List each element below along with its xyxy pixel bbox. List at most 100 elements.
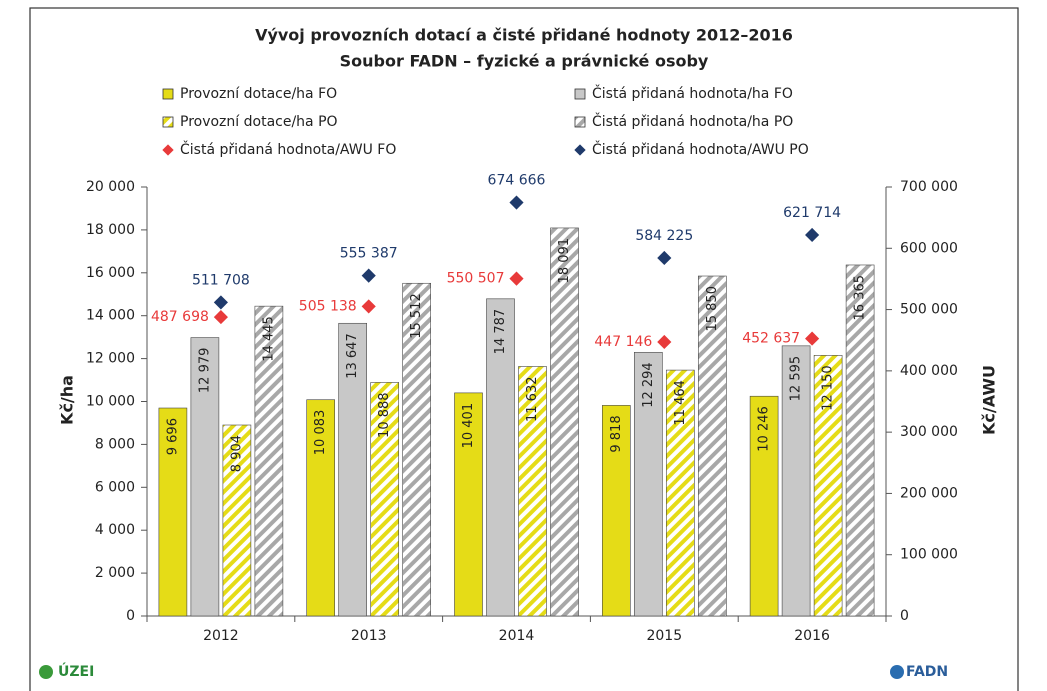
- data-label: 447 146: [594, 334, 652, 350]
- marker: [805, 227, 820, 243]
- data-label: 18 091: [557, 238, 572, 284]
- bar: [633, 351, 663, 617]
- data-label: 550 507: [447, 271, 505, 287]
- legend-label: Čistá přidaná hodnota/AWU PO: [592, 140, 809, 158]
- legend-marker: [162, 88, 174, 100]
- y-tick-label: 12 000: [86, 351, 135, 367]
- y2-tick-label: 600 000: [900, 240, 958, 256]
- marker: [509, 195, 524, 210]
- legend-label: Provozní dotace/ha PO: [180, 114, 338, 130]
- y-tick-label: 4 000: [95, 522, 135, 538]
- y-tick-label: 16 000: [86, 265, 135, 281]
- data-label: 12 150: [821, 365, 836, 411]
- bar: [845, 264, 875, 617]
- y2-tick-label: 100 000: [900, 547, 958, 563]
- y-tick-label: 14 000: [86, 308, 135, 324]
- data-label: 10 083: [313, 410, 328, 456]
- y2-tick-label: 0: [900, 608, 909, 624]
- data-label: 12 595: [789, 356, 804, 402]
- y2-tick-label: 300 000: [900, 424, 958, 440]
- data-label: 12 294: [641, 362, 656, 408]
- x-tick-label: 2015: [646, 628, 682, 644]
- marker: [361, 268, 376, 283]
- data-label: 8 904: [229, 435, 244, 472]
- data-label: 584 225: [635, 228, 693, 244]
- data-label: 452 637: [742, 331, 800, 347]
- bar: [254, 305, 284, 617]
- marker: [657, 250, 672, 266]
- data-label: 14 787: [493, 309, 508, 355]
- data-label: 13 647: [345, 333, 360, 379]
- legend-label: Provozní dotace/ha FO: [180, 86, 337, 102]
- x-tick-label: 2013: [351, 628, 387, 644]
- logo-icon: [39, 665, 53, 679]
- bar: [550, 227, 579, 617]
- y-tick-label: 6 000: [95, 479, 135, 495]
- bar: [402, 282, 432, 617]
- data-label: 9 818: [609, 415, 624, 452]
- marker: [213, 310, 228, 325]
- y-tick-label: 10 000: [86, 394, 135, 410]
- legend-marker: [162, 144, 174, 156]
- data-label: 10 401: [461, 403, 476, 449]
- marker: [657, 334, 672, 350]
- y2-tick-label: 500 000: [900, 302, 958, 318]
- legend-label: Čistá přidaná hodnota/AWU FO: [180, 140, 396, 158]
- y-tick-label: 0: [126, 608, 135, 624]
- legend-marker: [574, 88, 586, 100]
- legend-marker: [574, 116, 586, 128]
- data-label: 674 666: [488, 173, 546, 189]
- marker: [509, 271, 524, 286]
- legend-marker: [574, 144, 586, 156]
- legend-label: Čistá přidaná hodnota/ha PO: [592, 112, 793, 130]
- marker: [213, 295, 228, 310]
- data-label: 15 850: [705, 286, 720, 332]
- logo-left: ÚZEI: [58, 662, 94, 680]
- data-label: 10 246: [757, 406, 772, 452]
- data-label: 10 888: [377, 392, 392, 438]
- bar: [749, 395, 779, 617]
- y-tick-label: 20 000: [86, 179, 135, 195]
- bar: [454, 392, 483, 617]
- y-axis-label: Kč/ha: [58, 375, 77, 425]
- x-tick-label: 2014: [499, 628, 535, 644]
- data-label: 12 979: [197, 348, 212, 394]
- bar: [158, 407, 188, 617]
- x-tick-label: 2012: [203, 628, 239, 644]
- data-label: 14 445: [261, 316, 276, 362]
- data-label: 9 696: [165, 418, 180, 455]
- bar: [338, 322, 368, 617]
- y-tick-label: 18 000: [86, 222, 135, 238]
- data-label: 15 512: [409, 293, 424, 339]
- y2-tick-label: 200 000: [900, 485, 958, 501]
- marker: [805, 331, 820, 346]
- bar: [781, 345, 811, 617]
- marker: [361, 299, 376, 314]
- y2-tick-label: 400 000: [900, 363, 958, 379]
- data-label: 11 464: [673, 380, 688, 426]
- data-label: 555 387: [340, 246, 398, 262]
- bar: [697, 275, 727, 617]
- bar: [518, 366, 547, 617]
- bar: [813, 355, 843, 617]
- data-label: 16 365: [853, 275, 868, 321]
- bar: [222, 424, 252, 617]
- chart-title: Vývoj provozních dotací a čisté přidané …: [255, 26, 793, 45]
- y2-axis-label: Kč/AWU: [980, 365, 999, 435]
- bar: [601, 405, 631, 617]
- legend-marker: [162, 116, 174, 128]
- logo-icon: [890, 665, 904, 679]
- y-tick-label: 2 000: [95, 565, 135, 581]
- y2-tick-label: 700 000: [900, 179, 958, 195]
- frame: [29, 7, 1019, 691]
- bar: [190, 337, 220, 617]
- bar: [370, 382, 400, 617]
- bar: [665, 369, 695, 617]
- bar: [306, 399, 336, 617]
- x-tick-label: 2016: [794, 628, 830, 644]
- logo-right: FADN: [906, 664, 948, 680]
- y-tick-label: 8 000: [95, 436, 135, 452]
- data-label: 487 698: [151, 309, 209, 325]
- data-label: 11 632: [525, 376, 540, 422]
